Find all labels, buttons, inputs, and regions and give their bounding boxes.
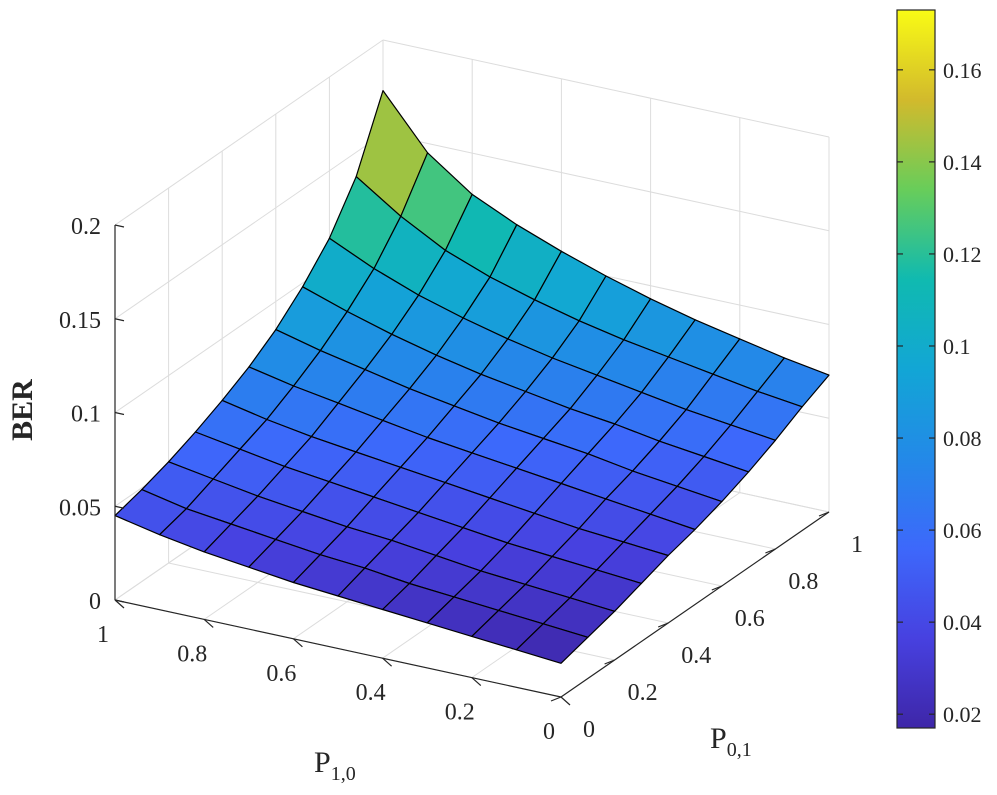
x-tick: [293, 638, 303, 648]
z-tick-label: 0.1: [71, 402, 101, 428]
x-tick-label: 0: [543, 719, 555, 745]
z-tick: [114, 599, 125, 603]
z-tick: [114, 224, 125, 228]
z-tick-label: 0.2: [71, 214, 101, 240]
y-tick: [604, 659, 615, 665]
z-tick: [114, 318, 125, 322]
surface-cell: [515, 623, 589, 664]
y-tick: [818, 511, 830, 517]
x-tick-label: 1: [97, 622, 109, 648]
x-tick-label: 0.8: [177, 641, 207, 667]
colorbar-tick-label: 0.12: [943, 242, 982, 267]
y-tick-label: 0.6: [735, 606, 765, 632]
grid-line: [382, 133, 830, 232]
z-tick-label: 0.15: [59, 308, 101, 334]
colorbar-tick-label: 0.02: [943, 702, 982, 727]
y-axis-label: P0,1: [710, 722, 752, 761]
grid-line: [382, 39, 830, 138]
z-tick-label: 0: [89, 589, 101, 615]
x-tick-label: 0.4: [356, 680, 386, 706]
x-tick: [382, 657, 392, 667]
grid-line: [114, 39, 384, 226]
colorbar-tick-label: 0.1: [943, 334, 971, 359]
y-tick-label: 0.8: [788, 569, 818, 595]
surface: [114, 89, 830, 664]
colorbar-tick-label: 0.08: [943, 426, 982, 451]
axes: 0 0.2 0.4 0.6 0.8 1 0 0.2 0.4 0.6 0.8 1 0 0.05 0.1 0.15…: [59, 214, 863, 745]
y-tick: [657, 622, 669, 628]
x-tick-label: 0.6: [266, 661, 296, 687]
colorbar-tick-label: 0.16: [943, 58, 982, 83]
grid-line: [114, 133, 384, 320]
y-tick-label: 0: [583, 717, 595, 743]
colorbar-tick-label: 0.06: [943, 518, 982, 543]
y-tick-label: 0.2: [628, 680, 658, 706]
y-axis-line: [560, 511, 830, 698]
x-axis-label: P1,0: [314, 746, 356, 785]
y-tick: [711, 585, 723, 591]
colorbar-ticks: 0.02 0.04 0.06 0.08 0.1 0.12 0.14 0.16: [897, 58, 982, 727]
x-tick: [203, 618, 214, 628]
colorbar-tick-label: 0.14: [943, 150, 982, 175]
y-tick: [765, 548, 776, 554]
x-tick: [114, 599, 125, 609]
z-axis-label: BER: [6, 379, 39, 441]
z-tick-label: 0.05: [59, 495, 101, 521]
colorbar-tick-label: 0.04: [943, 610, 982, 635]
x-tick: [560, 696, 571, 706]
z-tick: [114, 505, 125, 509]
x-tick-label: 0.2: [445, 700, 475, 726]
x-axis-line: [114, 599, 562, 698]
z-tick: [114, 411, 125, 416]
x-tick: [471, 677, 482, 687]
colorbar: [896, 9, 936, 729]
y-tick-label: 1: [851, 532, 863, 558]
y-tick: [550, 696, 562, 702]
y-tick-label: 0.4: [681, 643, 711, 669]
